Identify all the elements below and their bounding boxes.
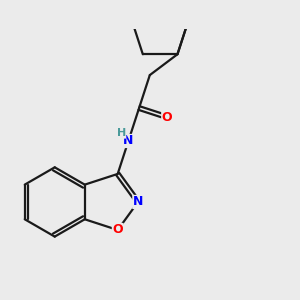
Text: O: O — [162, 111, 172, 124]
Text: N: N — [123, 134, 134, 148]
Text: O: O — [112, 224, 123, 236]
Text: N: N — [133, 196, 143, 208]
Text: H: H — [117, 128, 126, 138]
